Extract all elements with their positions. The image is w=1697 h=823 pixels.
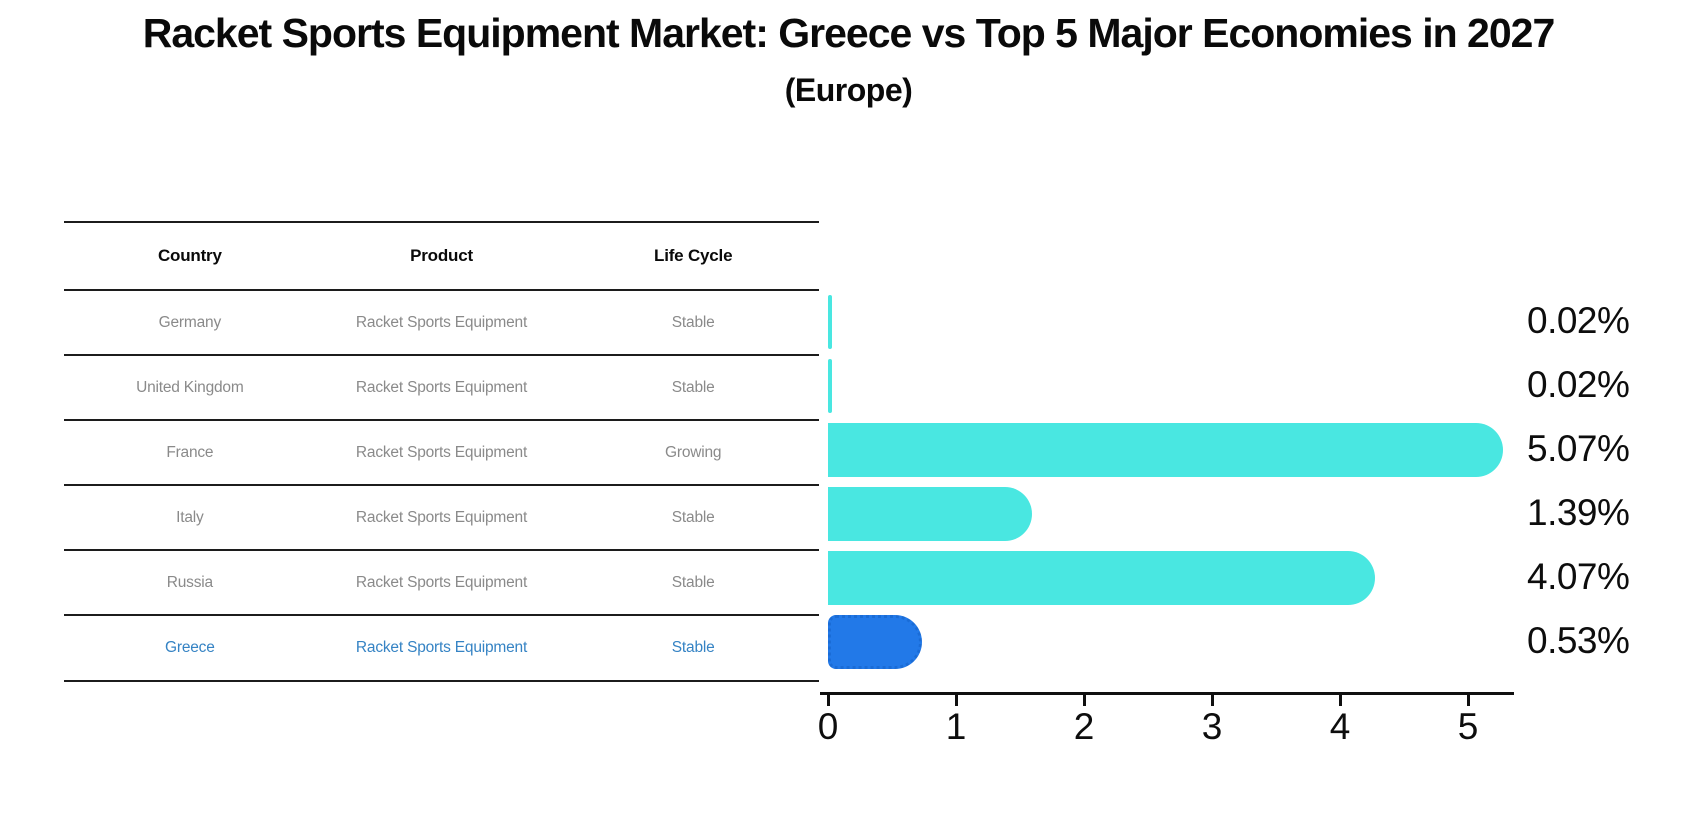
- axis-tick: [827, 694, 830, 706]
- table-body: Germany Racket Sports Equipment Stable Unit…: [64, 291, 819, 682]
- table-cell-country: Russia: [166, 573, 213, 591]
- table-cell-life-cycle: Stable: [671, 573, 715, 591]
- table-cell-life-cycle: Stable: [671, 508, 715, 526]
- table-cell-country: United Kingdom: [136, 378, 244, 396]
- table-header-row: Country Product Life Cycle: [64, 223, 819, 291]
- axis-tick: [1339, 694, 1342, 706]
- bar-value-label: 0.02%: [1527, 300, 1630, 341]
- table-cell-product: Racket Sports Equipment: [355, 639, 528, 657]
- table-cell-country: France: [166, 443, 214, 461]
- axis-tick-label: 4: [1329, 706, 1351, 747]
- table-row: France Racket Sports Equipment Growing: [64, 421, 819, 487]
- table-cell-country: Germany: [158, 313, 222, 331]
- table-header-life-cycle: Life Cycle: [654, 246, 733, 265]
- bar-value-label: 4.07%: [1527, 556, 1630, 597]
- axis-tick: [955, 694, 958, 706]
- table-row: Germany Racket Sports Equipment Stable: [64, 291, 819, 357]
- table-cell-product: Racket Sports Equipment: [355, 378, 528, 396]
- bar-united-kingdom: [828, 359, 832, 413]
- axis-tick-label: 0: [817, 706, 839, 747]
- bar-germany: [828, 295, 832, 349]
- table-row: Russia Racket Sports Equipment Stable: [64, 551, 819, 617]
- bar-france: [828, 423, 1503, 477]
- table-cell-life-cycle: Growing: [665, 443, 722, 461]
- table-header-country: Country: [157, 246, 222, 265]
- bar-value-label: 1.39%: [1527, 492, 1630, 533]
- table-cell-product: Racket Sports Equipment: [355, 573, 528, 591]
- table-cell-life-cycle: Stable: [671, 378, 715, 396]
- axis-tick-label: 1: [945, 706, 967, 747]
- chart-title: Racket Sports Equipment Market: Greece v…: [142, 10, 1556, 56]
- table-cell-product: Racket Sports Equipment: [355, 313, 528, 331]
- table-row: Italy Racket Sports Equipment Stable: [64, 486, 819, 552]
- axis-tick-label: 2: [1073, 706, 1095, 747]
- bar-value-label: 0.53%: [1527, 620, 1630, 661]
- bar-value-label: 5.07%: [1527, 428, 1630, 469]
- table-cell-life-cycle: Stable: [671, 313, 715, 331]
- x-axis-line: [820, 692, 1514, 695]
- axis-tick-label: 5: [1457, 706, 1479, 747]
- table-cell-product: Racket Sports Equipment: [355, 443, 528, 461]
- table-header-product: Product: [410, 246, 473, 265]
- table-cell-country: Italy: [176, 508, 204, 526]
- axis-tick: [1083, 694, 1086, 706]
- table-row: Greece Racket Sports Equipment Stable: [64, 616, 819, 682]
- bar-russia: [828, 551, 1375, 605]
- axis-tick: [1467, 694, 1470, 706]
- table-row: United Kingdom Racket Sports Equipment Sta…: [64, 356, 819, 422]
- country-table: Country Product Life Cycle Germany Racket…: [64, 221, 819, 682]
- axis-tick-label: 3: [1201, 706, 1223, 747]
- table-cell-product: Racket Sports Equipment: [355, 508, 528, 526]
- bar-value-label: 0.02%: [1527, 364, 1630, 405]
- bar-italy: [828, 487, 1032, 541]
- axis-tick: [1211, 694, 1214, 706]
- table-cell-country: Greece: [165, 639, 215, 657]
- chart-subtitle: (Europe): [784, 72, 913, 108]
- table-cell-life-cycle: Stable: [671, 639, 715, 657]
- bar-highlight-greece: [828, 615, 922, 669]
